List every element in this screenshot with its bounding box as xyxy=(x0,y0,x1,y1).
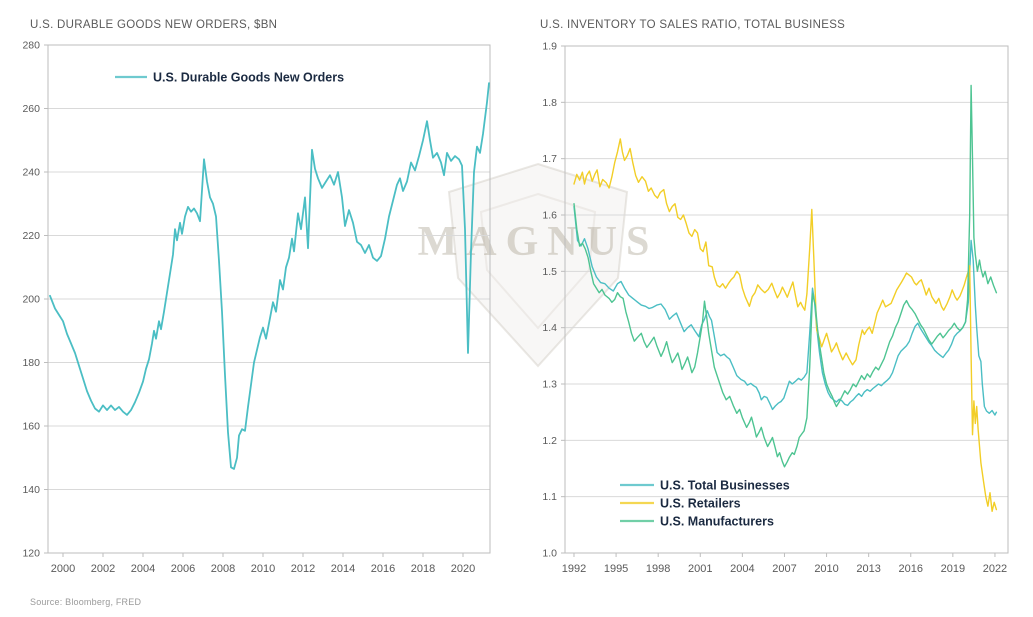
inventory-ratio-chart-title: U.S. INVENTORY TO SALES RATIO, TOTAL BUS… xyxy=(540,18,846,31)
y-tick-label: 180 xyxy=(22,357,40,369)
x-tick-label: 2022 xyxy=(983,563,1007,575)
y-tick-label: 220 xyxy=(22,230,40,242)
x-tick-label: 1998 xyxy=(646,563,670,575)
y-tick-label: 1.2 xyxy=(542,435,557,447)
plot-frame xyxy=(564,45,1009,554)
x-tick-label: 2020 xyxy=(451,563,475,575)
y-tick-label: 240 xyxy=(22,167,40,179)
y-tick-label: 260 xyxy=(22,103,40,115)
x-tick-label: 2004 xyxy=(131,563,155,575)
y-tick-label: 1.8 xyxy=(542,97,557,109)
x-tick-label: 2002 xyxy=(91,563,115,575)
x-tick-label: 2012 xyxy=(291,563,315,575)
legend-label: U.S. Total Businesses xyxy=(660,479,790,493)
x-tick-label: 2000 xyxy=(51,563,75,575)
x-tick-label: 2010 xyxy=(251,563,275,575)
y-tick-label: 140 xyxy=(22,484,40,496)
durable-goods-plot: 120 140 160 180 200 220 240 260 280 2000 2002 2004 2… xyxy=(22,40,491,575)
y-tick-label: 1.9 xyxy=(542,41,557,53)
x-tick-label: 2008 xyxy=(211,563,235,575)
y-tick-label: 1.1 xyxy=(542,491,557,503)
inventory-ratio-plot: 1.0 1.1 1.2 1.3 1.4 1.5 1.6 1.7 1.8 1.9 1992 1995 19… xyxy=(542,41,1009,575)
u-s-durable-goods-new-orders-line xyxy=(49,82,490,470)
y-tick-label: 1.7 xyxy=(542,153,557,165)
y-tick-label: 160 xyxy=(22,421,40,433)
source-note: Source: Bloomberg, FRED xyxy=(30,597,142,607)
y-tick-label: 200 xyxy=(22,294,40,306)
x-tick-label: 2018 xyxy=(411,563,435,575)
legend-label: U.S. Durable Goods New Orders xyxy=(153,71,344,85)
legend-label: U.S. Manufacturers xyxy=(660,515,774,529)
x-tick-label: 2016 xyxy=(899,563,923,575)
u-s-retailers-line xyxy=(573,138,998,512)
u-s-manufacturers-line xyxy=(573,84,998,468)
x-tick-label: 2019 xyxy=(941,563,965,575)
y-tick-label: 1.4 xyxy=(542,322,557,334)
y-tick-label: 1.5 xyxy=(542,266,557,278)
y-tick-label: 1.0 xyxy=(542,548,557,560)
x-tick-label: 2001 xyxy=(688,563,712,575)
y-tick-label: 1.6 xyxy=(542,210,557,222)
u-s-total-businesses-line xyxy=(573,205,998,416)
x-tick-label: 2007 xyxy=(772,563,796,575)
durable-goods-chart-panel: U.S. DURABLE GOODS NEW ORDERS, $BN 120 14… xyxy=(0,0,516,617)
x-tick-label: 2010 xyxy=(814,563,838,575)
x-tick-label: 2014 xyxy=(331,563,355,575)
y-tick-label: 120 xyxy=(22,548,40,560)
x-tick-label: 2016 xyxy=(371,563,395,575)
inventory-ratio-chart-panel: U.S. INVENTORY TO SALES RATIO, TOTAL BUS… xyxy=(516,0,1033,617)
x-tick-label: 1992 xyxy=(562,563,586,575)
y-tick-label: 1.3 xyxy=(542,379,557,391)
x-tick-label: 2004 xyxy=(730,563,754,575)
durable-goods-chart-title: U.S. DURABLE GOODS NEW ORDERS, $BN xyxy=(30,18,278,31)
x-tick-label: 1995 xyxy=(604,563,628,575)
y-tick-label: 280 xyxy=(22,40,40,52)
x-tick-label: 2013 xyxy=(856,563,880,575)
x-tick-label: 2006 xyxy=(171,563,195,575)
legend-label: U.S. Retailers xyxy=(660,497,741,511)
